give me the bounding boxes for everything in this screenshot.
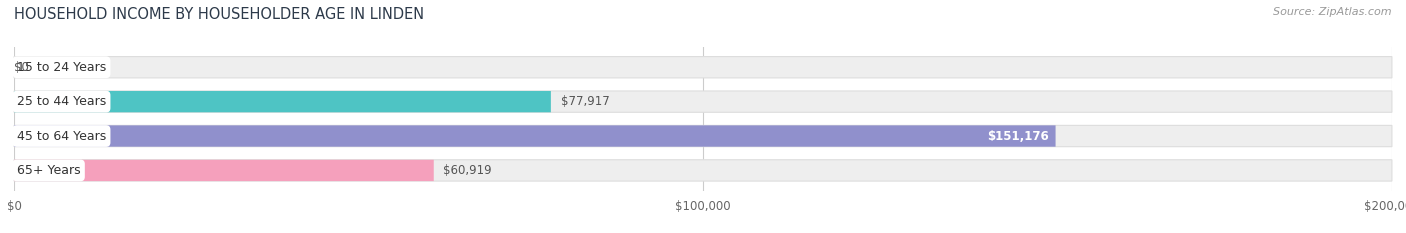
Text: $77,917: $77,917: [561, 95, 609, 108]
Text: $151,176: $151,176: [987, 130, 1049, 143]
Text: 25 to 44 Years: 25 to 44 Years: [17, 95, 105, 108]
Text: 45 to 64 Years: 45 to 64 Years: [17, 130, 105, 143]
Text: 65+ Years: 65+ Years: [17, 164, 80, 177]
FancyBboxPatch shape: [14, 160, 1392, 181]
Text: $60,919: $60,919: [443, 164, 492, 177]
FancyBboxPatch shape: [14, 57, 1392, 78]
FancyBboxPatch shape: [14, 125, 1056, 147]
Text: Source: ZipAtlas.com: Source: ZipAtlas.com: [1274, 7, 1392, 17]
Text: HOUSEHOLD INCOME BY HOUSEHOLDER AGE IN LINDEN: HOUSEHOLD INCOME BY HOUSEHOLDER AGE IN L…: [14, 7, 425, 22]
FancyBboxPatch shape: [14, 91, 551, 112]
Text: $0: $0: [14, 61, 30, 74]
Text: 15 to 24 Years: 15 to 24 Years: [17, 61, 105, 74]
FancyBboxPatch shape: [14, 160, 434, 181]
FancyBboxPatch shape: [14, 91, 1392, 112]
FancyBboxPatch shape: [14, 125, 1392, 147]
